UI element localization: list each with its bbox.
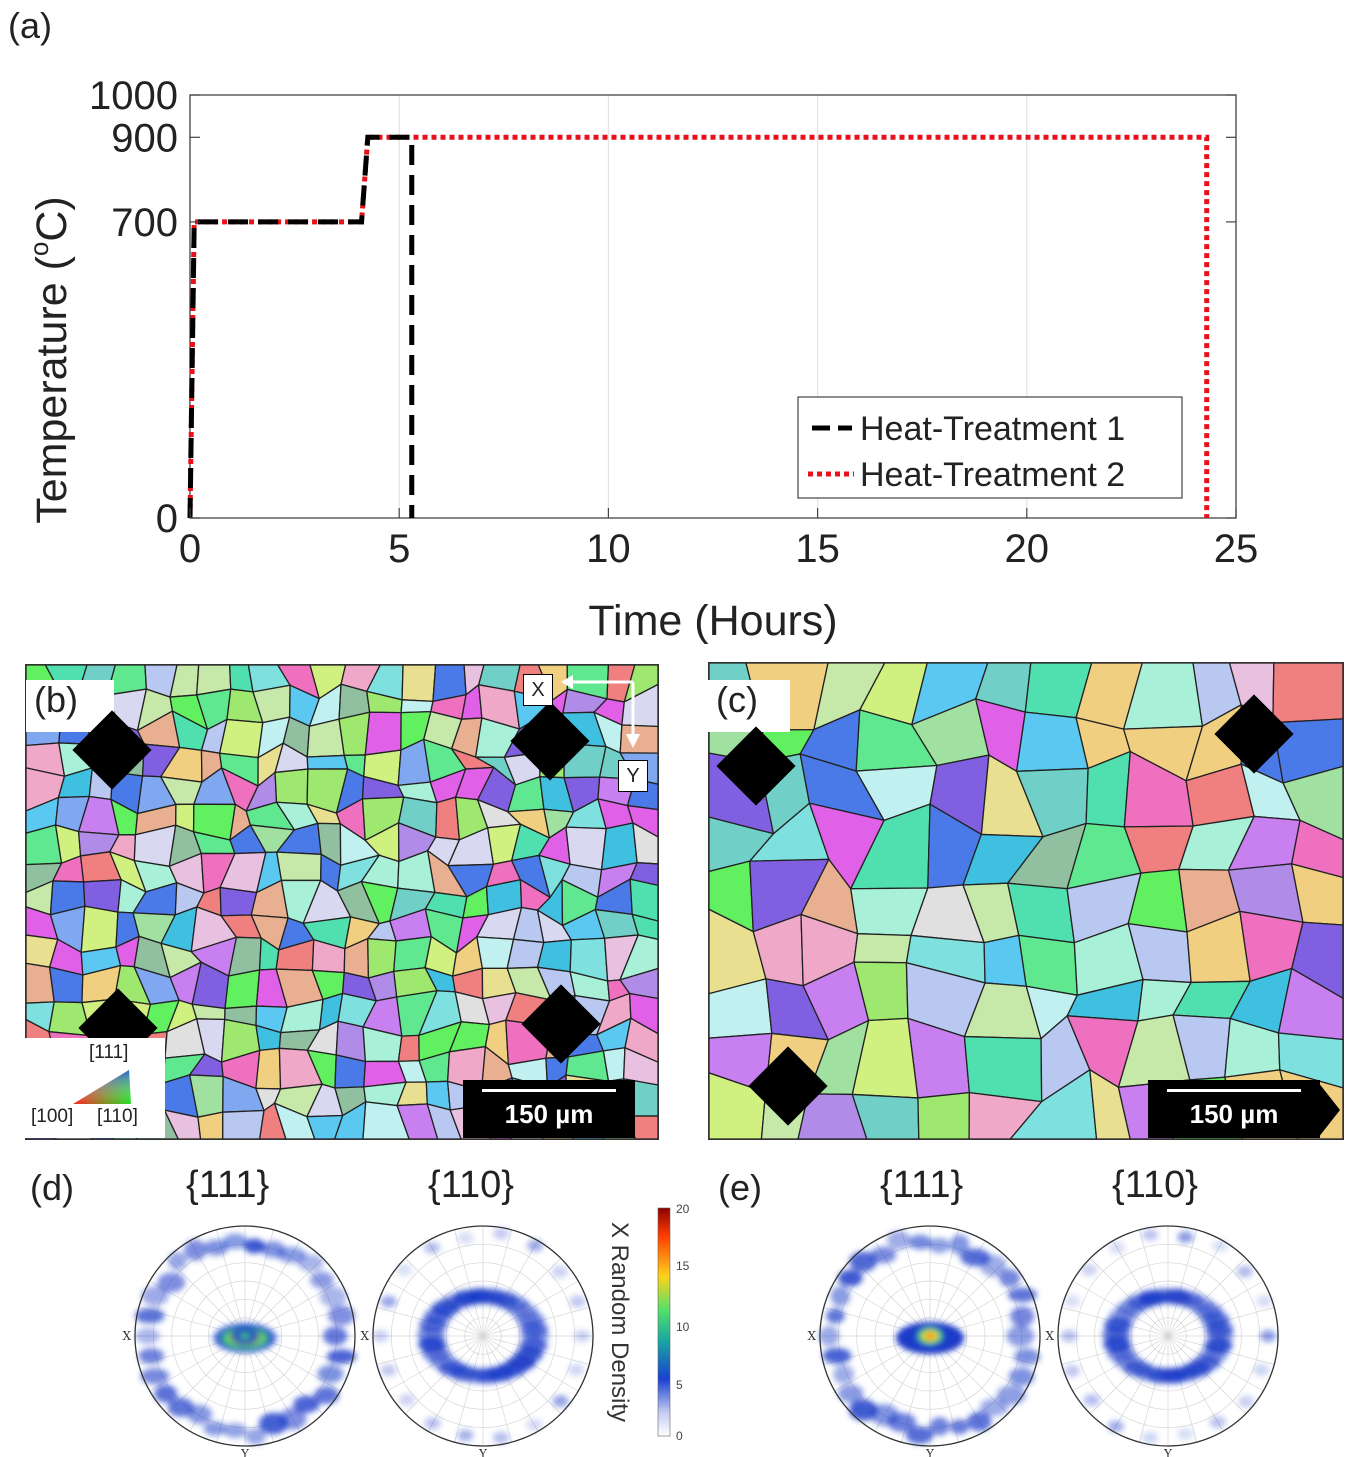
- colorbar-tick-0: 0: [676, 1429, 683, 1443]
- colorbar-tick-10: 10: [676, 1320, 690, 1334]
- pole-axis-x-label: X: [807, 1329, 816, 1343]
- x-tick-label-5: 5: [388, 527, 410, 571]
- pole-axis-y-label: Y: [925, 1447, 935, 1457]
- colorbar-label: X Random Density: [606, 1222, 633, 1422]
- grain: [402, 665, 436, 701]
- legend-label-ht2: Heat-Treatment 2: [860, 456, 1125, 494]
- colorbar-tick-15: 15: [676, 1259, 690, 1273]
- grain: [365, 712, 401, 755]
- series-line-heat-treatment-1: [190, 137, 412, 518]
- grain: [307, 755, 347, 769]
- y-tick-label-1000: 1000: [89, 74, 178, 118]
- grain: [198, 1112, 223, 1139]
- grain: [335, 1055, 365, 1088]
- grain: [307, 719, 344, 757]
- grain: [223, 1111, 264, 1139]
- ipf-key: [111] [100] [110]: [25, 1038, 165, 1138]
- x-tick-label-15: 15: [795, 527, 840, 571]
- grain: [225, 970, 260, 1009]
- x-axis-label: Time (Hours): [588, 597, 837, 645]
- panel-label-a: (a): [4, 6, 56, 46]
- grain: [1273, 663, 1343, 723]
- pole-figure-d-111: XY: [122, 1226, 356, 1457]
- pole-axis-x-label: X: [360, 1329, 369, 1343]
- pole-axis-x-label: X: [1045, 1329, 1054, 1343]
- grain: [566, 827, 606, 870]
- scale-bar-c: 150 µm: [1148, 1080, 1320, 1138]
- grain: [854, 934, 911, 963]
- ipf-label-110: [110]: [97, 1106, 138, 1128]
- grain: [256, 1048, 281, 1089]
- scale-bar-label-b: 150 µm: [505, 1099, 594, 1130]
- axis-label-x-b: X: [523, 674, 553, 706]
- chart-legend: Heat-Treatment 1 Heat-Treatment 2: [798, 397, 1182, 498]
- grain: [277, 852, 321, 880]
- scale-bar-label-c: 150 µm: [1190, 1099, 1279, 1130]
- panel-label-c: (c): [708, 680, 790, 732]
- y-tick-label-0: 0: [156, 497, 178, 541]
- ipf-label-111: [111]: [89, 1042, 128, 1064]
- colorbar-ticks: 20 15 10 5 0: [676, 1202, 690, 1443]
- x-tick-label-10: 10: [586, 527, 631, 571]
- y-axis-label: Temperature (oC): [24, 196, 76, 524]
- y-tick-label-900: 900: [111, 116, 178, 160]
- pole-figure-d-110: XY: [360, 1226, 593, 1457]
- x-tick-label-20: 20: [1005, 527, 1050, 571]
- pole-axis-x-label: X: [122, 1329, 131, 1343]
- ipf-label-100: [100]: [31, 1106, 73, 1128]
- x-tick-label-0: 0: [179, 527, 201, 571]
- y-tick-label-700: 700: [111, 201, 178, 245]
- grain: [220, 888, 256, 916]
- grain: [398, 1035, 419, 1061]
- axis-label-y-b: Y: [618, 760, 648, 792]
- ipf-triangle: [69, 1068, 139, 1108]
- colorbar-tick-20: 20: [676, 1202, 690, 1216]
- pole-axis-y-label: Y: [240, 1447, 250, 1457]
- legend-label-ht1: Heat-Treatment 1: [860, 410, 1125, 448]
- grain: [81, 906, 118, 952]
- colorbar-tick-5: 5: [676, 1378, 683, 1392]
- x-tick-label-25: 25: [1214, 527, 1259, 571]
- pole-axis-y-label: Y: [478, 1447, 488, 1457]
- grain: [401, 700, 433, 713]
- scale-bar-arrow-c: [1318, 1082, 1340, 1138]
- grain: [275, 769, 308, 804]
- grain: [538, 940, 572, 972]
- grain: [918, 1093, 969, 1139]
- pole-figure-e-110: XY: [1045, 1226, 1278, 1457]
- grain: [339, 712, 370, 755]
- scale-bar-b: 150 µm: [463, 1080, 635, 1138]
- grain: [964, 1037, 1041, 1102]
- pole-figure-e-111: XY: [807, 1226, 1040, 1457]
- pole-axis-y-label: Y: [1163, 1447, 1173, 1457]
- grain: [220, 719, 263, 757]
- heat-treatment-chart: 0 5 10 15 20 25 0 700 9001000 Time (Hours) Tempe…: [0, 70, 1349, 650]
- colorbar: [658, 1208, 670, 1436]
- grain: [602, 823, 638, 870]
